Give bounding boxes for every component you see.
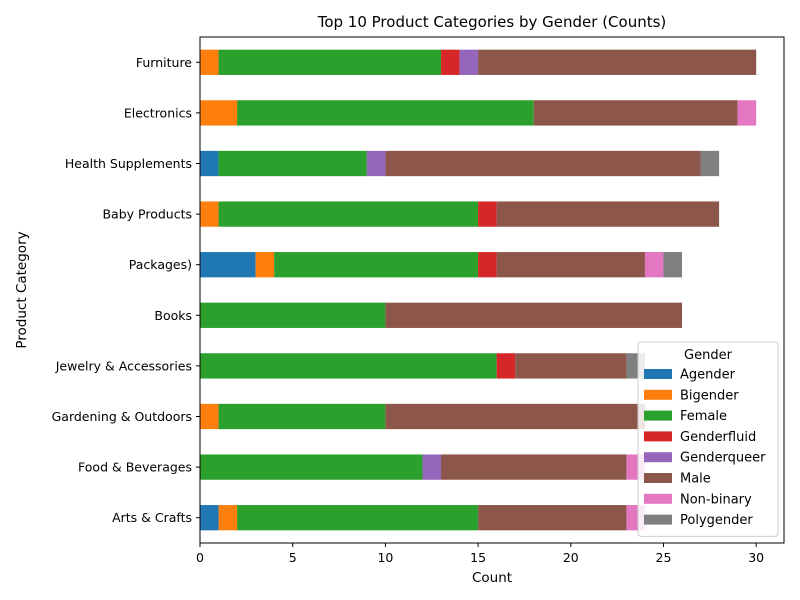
y-tick-label: Furniture: [136, 55, 192, 70]
x-tick-label: 25: [656, 550, 672, 565]
bar-segment-female: [218, 201, 479, 227]
bar-segment-male: [533, 100, 738, 126]
bar-segment-male: [478, 49, 757, 75]
bar-segment-bigender: [218, 505, 238, 531]
bar-segment-female: [274, 252, 479, 278]
legend-box: [637, 341, 779, 537]
y-tick-label: Books: [154, 308, 192, 323]
bar-segment-male: [385, 403, 645, 430]
bar-segment-non-binary: [644, 252, 664, 278]
legend-entry: Non-binary: [680, 492, 752, 507]
legend-entry: Male: [680, 472, 711, 487]
legend-entry: Female: [680, 409, 727, 424]
bar-segment-female: [218, 150, 367, 177]
bar-segment-agender: [200, 252, 256, 278]
x-axis-label: Count: [472, 570, 512, 586]
bar-segment-bigender: [200, 201, 219, 227]
bar-segment-genderfluid: [478, 201, 497, 227]
x-tick-label: 30: [748, 550, 764, 565]
y-tick-label: Packages): [129, 257, 192, 272]
legend-entry: Genderfluid: [680, 430, 756, 445]
legend-swatch: [644, 431, 672, 442]
x-axis-ticks: 0 5 10 15 20 25 30: [196, 543, 764, 565]
bar-segment-bigender: [255, 252, 275, 278]
bar-segment-female: [200, 302, 386, 328]
bar-segment-polygender: [700, 150, 720, 177]
bar-segment-genderfluid: [441, 49, 460, 75]
y-tick-label: Arts & Crafts: [112, 510, 192, 525]
bar-segment-female: [218, 49, 442, 75]
bar-segment-female: [237, 100, 534, 126]
bar-segment-male: [515, 353, 627, 379]
bar-segment-bigender: [200, 49, 219, 75]
y-tick-label: Health Supplements: [65, 156, 192, 171]
bar-segment-male: [496, 201, 720, 227]
legend: Gender Agender Bigender Female Genderfluid Ge…: [637, 341, 779, 537]
legend-entry: Bigender: [680, 388, 739, 403]
bars-group: [200, 49, 757, 531]
bar-segment-female: [200, 454, 423, 480]
bar-segment-genderfluid: [496, 353, 516, 379]
legend-entry: Genderqueer: [680, 451, 766, 466]
y-tick-label: Food & Beverages: [78, 460, 192, 475]
bar-segment-bigender: [200, 100, 238, 126]
bar-segment-polygender: [663, 252, 683, 278]
bar-segment-male: [385, 302, 683, 328]
x-tick-label: 0: [196, 550, 204, 565]
x-tick-label: 5: [289, 550, 297, 565]
y-tick-label: Baby Products: [102, 207, 192, 222]
legend-entry: Agender: [680, 368, 736, 383]
y-tick-label: Electronics: [124, 105, 192, 120]
plot-frame: [199, 36, 785, 544]
x-tick-label: 10: [377, 550, 393, 565]
chart-title: Top 10 Product Categories by Gender (Cou…: [317, 13, 667, 31]
bar-segment-male: [385, 150, 701, 177]
bar-segment-agender: [200, 150, 219, 177]
legend-swatch: [644, 452, 672, 463]
legend-swatch: [644, 493, 672, 504]
legend-swatch: [644, 369, 672, 379]
bar-segment-male: [496, 252, 645, 278]
legend-entry: Polygender: [680, 513, 753, 528]
legend-swatch: [644, 410, 672, 421]
legend-swatch: [644, 389, 672, 400]
legend-swatch: [644, 473, 672, 483]
x-tick-label: 15: [470, 550, 486, 565]
y-axis-ticks: Furniture Electronics Health Supplements Ba…: [52, 55, 200, 525]
legend-title: Gender: [684, 348, 733, 363]
bar-segment-genderqueer: [366, 150, 386, 177]
y-tick-label: Gardening & Outdoors: [52, 409, 192, 424]
bar-segment-female: [200, 353, 497, 379]
bar-segment-genderqueer: [422, 454, 442, 480]
bar-segment-male: [478, 505, 627, 531]
y-axis-label: Product Category: [14, 231, 30, 348]
bar-segment-agender: [200, 505, 219, 531]
y-tick-label: Jewelry & Accessories: [55, 358, 192, 373]
bar-segment-male: [441, 454, 627, 480]
bar-segment-female: [218, 403, 386, 430]
x-tick-label: 20: [563, 550, 579, 565]
bar-segment-bigender: [200, 403, 219, 430]
bar-segment-non-binary: [737, 100, 757, 126]
bar-segment-female: [237, 505, 479, 531]
bar-segment-genderqueer: [459, 49, 479, 75]
bar-segment-genderfluid: [478, 252, 497, 278]
legend-swatch: [644, 514, 672, 525]
